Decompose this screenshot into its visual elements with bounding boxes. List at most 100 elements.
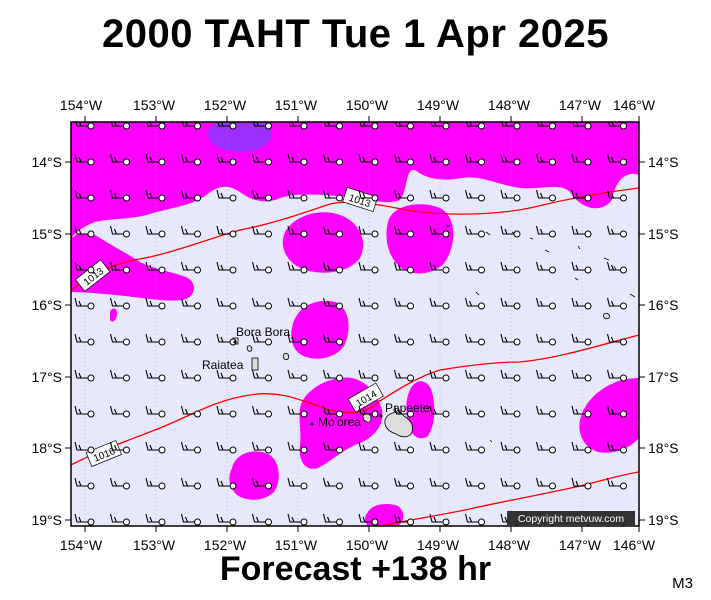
wind-barb <box>180 225 201 238</box>
wind-barb <box>287 153 308 166</box>
wind-barb <box>393 513 414 526</box>
wind-barb <box>358 477 379 490</box>
wind-barb <box>322 441 343 454</box>
lat-label: 17°S <box>31 369 62 385</box>
wind-barb <box>217 122 237 130</box>
wind-barb <box>429 189 450 202</box>
wind-barb <box>75 122 95 130</box>
wind-barb <box>322 189 343 202</box>
wind-barb <box>251 153 272 166</box>
wind-barb <box>606 333 627 346</box>
wind-barb <box>606 405 627 418</box>
rain-area-central-north <box>282 212 364 273</box>
rain-areas <box>71 122 639 526</box>
wind-barb <box>74 333 95 346</box>
wind-barb <box>393 153 414 166</box>
wind-barb <box>322 513 343 526</box>
wind-barb <box>180 297 201 310</box>
wind-barb <box>109 405 130 418</box>
wind-barb <box>109 369 130 382</box>
lon-label: 153°W <box>133 537 176 553</box>
lon-label: 148°W <box>488 97 531 113</box>
lon-labels-top: 154°W 153°W 152°W 151°W 150°W 149°W 148°… <box>60 97 656 113</box>
wind-barb <box>216 225 237 238</box>
wind-barb <box>500 333 521 346</box>
lon-label: 152°W <box>204 537 247 553</box>
wind-barb <box>322 333 343 346</box>
lon-label: 149°W <box>417 97 460 113</box>
model-label: M3 <box>672 575 693 592</box>
forecast-label: Forecast +138 hr <box>219 550 492 588</box>
wind-barb <box>109 261 130 274</box>
wind-barb <box>216 261 237 274</box>
wind-barb <box>251 369 272 382</box>
wind-barb <box>535 369 556 382</box>
isobar-south <box>379 471 639 526</box>
wind-barb <box>393 405 414 418</box>
lon-label: 147°W <box>559 537 602 553</box>
wind-barb <box>606 153 627 166</box>
wind-barb <box>394 122 414 130</box>
wind-barb <box>145 333 166 346</box>
wind-barb <box>464 333 485 346</box>
wind-barb <box>606 369 627 382</box>
tupai-island <box>246 345 253 352</box>
wind-barb <box>464 513 485 526</box>
wind-barb <box>358 405 379 418</box>
wind-barb <box>429 297 450 310</box>
wind-barb <box>464 261 485 274</box>
lat-label: 16°S <box>648 297 679 313</box>
wind-barb <box>180 405 201 418</box>
rain-area-east <box>579 378 639 453</box>
wind-barb <box>180 261 201 274</box>
axis-ticks <box>65 116 645 532</box>
wind-barb <box>429 153 450 166</box>
wind-barb <box>216 369 237 382</box>
lon-label: 148°W <box>488 537 531 553</box>
wind-barb <box>535 405 556 418</box>
wind-barb <box>571 477 592 490</box>
wind-barb <box>216 297 237 310</box>
wind-barb <box>535 333 556 346</box>
wind-barb <box>429 225 450 238</box>
rain-area-east-north <box>386 204 454 274</box>
wind-barb <box>251 513 272 526</box>
huahine-island <box>282 352 290 361</box>
wind-barb <box>251 225 272 238</box>
wind-barb <box>251 297 272 310</box>
lat-label: 19°S <box>31 512 62 528</box>
wind-barb <box>145 189 166 202</box>
wind-barb <box>464 477 485 490</box>
lon-label: 146°W <box>613 537 656 553</box>
wind-barb <box>393 441 414 454</box>
wind-barb <box>535 477 556 490</box>
place-label-bora-bora: Bora Bora <box>236 325 290 339</box>
wind-barb <box>109 513 130 526</box>
wind-barb <box>500 189 521 202</box>
wind-barb <box>251 477 272 490</box>
wind-barb <box>607 122 627 130</box>
wind-barb <box>500 261 521 274</box>
wind-barb <box>535 153 556 166</box>
wind-barb <box>429 405 450 418</box>
lat-label: 19°S <box>648 512 679 528</box>
wind-barb <box>287 513 308 526</box>
wind-barb <box>74 261 95 274</box>
wind-barb <box>358 333 379 346</box>
wind-barb <box>216 405 237 418</box>
wind-barb <box>500 153 521 166</box>
lon-label: 149°W <box>417 537 460 553</box>
wind-barb <box>145 261 166 274</box>
copyright-text: Copyright metvuw.com <box>518 513 624 525</box>
wind-barb <box>500 369 521 382</box>
wind-barb <box>429 333 450 346</box>
wind-barb <box>535 225 556 238</box>
wind-barb <box>358 369 379 382</box>
wind-barb <box>571 333 592 346</box>
isobar-label-c: 1014 <box>347 382 384 413</box>
wind-barbs <box>74 122 627 526</box>
wind-barb <box>180 333 201 346</box>
wind-barb <box>464 225 485 238</box>
wind-barb <box>358 153 379 166</box>
